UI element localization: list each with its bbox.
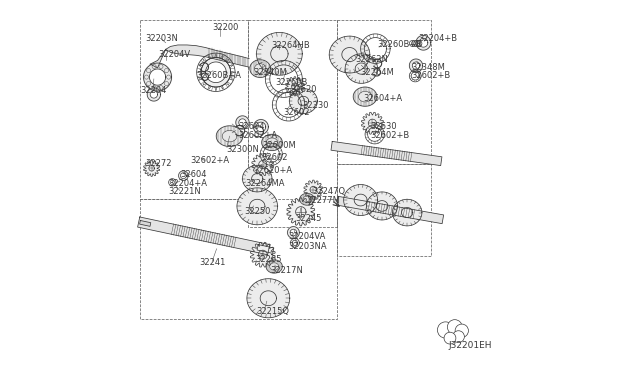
Text: 32602+A: 32602+A [239,131,278,140]
Text: 32602+B: 32602+B [370,131,410,140]
Polygon shape [239,119,246,126]
Text: 32602+B: 32602+B [412,71,451,80]
Polygon shape [166,45,249,67]
Polygon shape [149,69,166,85]
Polygon shape [147,88,161,101]
Text: 32230: 32230 [302,101,329,110]
Polygon shape [292,240,298,246]
Polygon shape [143,160,159,176]
Text: 32204+B: 32204+B [418,34,458,43]
Circle shape [444,332,456,344]
Polygon shape [416,35,431,50]
Polygon shape [392,199,422,226]
Polygon shape [410,59,422,72]
Polygon shape [236,116,249,129]
Text: 32217N: 32217N [271,266,303,275]
Text: 32260B+B: 32260B+B [377,41,422,49]
Polygon shape [362,112,383,134]
Text: 32348M: 32348M [412,62,445,72]
Text: 32204VA: 32204VA [288,232,326,241]
Text: 32264HB: 32264HB [271,41,310,50]
Text: 32204+A: 32204+A [168,179,207,187]
Polygon shape [287,198,315,226]
Polygon shape [179,171,188,180]
Text: 32260B+A: 32260B+A [196,71,242,80]
Polygon shape [337,196,444,224]
Text: 32277M: 32277M [306,196,340,205]
Text: 32204: 32204 [140,86,166,95]
Text: 32262N: 32262N [355,55,388,64]
Text: 32264MA: 32264MA [245,179,285,187]
Text: J32201EH: J32201EH [449,341,492,350]
Text: 32245: 32245 [295,214,321,223]
Polygon shape [180,173,186,179]
Polygon shape [289,89,317,113]
Polygon shape [257,245,274,253]
Polygon shape [201,58,230,87]
Text: 32247Q: 32247Q [312,187,345,196]
Text: 32602: 32602 [283,108,310,118]
Text: 32604: 32604 [239,122,265,131]
Polygon shape [257,32,302,75]
Text: 32204V: 32204V [158,51,191,60]
Polygon shape [243,165,272,192]
Text: 32241: 32241 [200,258,226,267]
Text: 32250: 32250 [244,207,271,217]
Text: 32300N: 32300N [226,145,259,154]
Polygon shape [143,63,172,91]
Text: 32200: 32200 [212,23,239,32]
Text: 32260B: 32260B [276,78,308,87]
Polygon shape [247,279,290,318]
Circle shape [455,324,468,337]
Polygon shape [140,221,151,226]
Polygon shape [412,62,420,69]
Text: 32620: 32620 [291,85,317,94]
Text: 32604: 32604 [180,170,207,179]
Polygon shape [216,126,243,147]
Polygon shape [300,193,314,205]
Text: 32265: 32265 [256,254,282,264]
Text: 32600M: 32600M [263,141,296,150]
Polygon shape [262,134,282,151]
Text: 32203N: 32203N [146,34,179,43]
Circle shape [437,322,454,338]
Text: 32620+A: 32620+A [253,166,292,175]
Text: 32264M: 32264M [360,68,394,77]
Text: 32221N: 32221N [168,187,202,196]
Text: 32272: 32272 [145,159,172,169]
Text: 32203NA: 32203NA [288,242,327,251]
Polygon shape [285,77,305,96]
Text: 32602: 32602 [261,153,287,162]
Polygon shape [253,119,268,134]
Polygon shape [344,185,378,215]
Polygon shape [250,60,271,77]
Circle shape [452,331,465,343]
Polygon shape [291,238,300,247]
Text: 32340M: 32340M [253,68,287,77]
Text: 32602+A: 32602+A [190,155,229,165]
Polygon shape [304,180,323,199]
Text: 32215Q: 32215Q [257,307,289,316]
Text: 32604+A: 32604+A [363,94,402,103]
Polygon shape [150,49,166,68]
Polygon shape [345,54,378,83]
Polygon shape [150,91,157,98]
Polygon shape [287,227,300,238]
Polygon shape [290,229,297,236]
Polygon shape [367,192,397,220]
Polygon shape [205,62,226,83]
Polygon shape [256,122,266,132]
Polygon shape [331,141,442,166]
Polygon shape [353,87,377,106]
Polygon shape [250,242,275,267]
Polygon shape [138,217,270,255]
Polygon shape [266,260,282,273]
Polygon shape [329,36,370,73]
Polygon shape [419,38,428,47]
Text: 32630: 32630 [370,122,397,131]
Polygon shape [237,188,278,225]
Circle shape [447,320,462,334]
Polygon shape [252,154,274,176]
